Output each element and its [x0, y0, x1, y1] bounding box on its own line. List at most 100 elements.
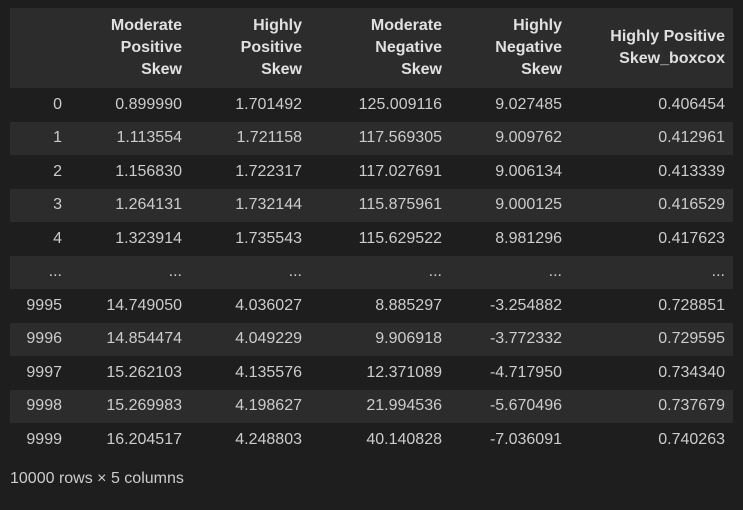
table-row: 9998 15.269983 4.198627 21.994536 -5.670496 0…: [10, 389, 733, 423]
table-cell: 117.027691: [358, 162, 442, 180]
table-cell: 1.732144: [235, 196, 302, 214]
column-header-moderate-positive-skew: Moderate Positive Skew: [70, 8, 190, 88]
table-cell: ...: [548, 263, 562, 280]
row-index: 9997: [26, 363, 62, 381]
table-cell: 40.140828: [366, 430, 442, 448]
table-cell: 9.027485: [495, 95, 562, 113]
table-cell: 4.135576: [235, 363, 302, 381]
table-cell: 21.994536: [366, 397, 442, 415]
header-line: Skew: [261, 61, 302, 78]
table-cell: 4.248803: [235, 430, 302, 448]
column-header-highly-positive-skew: Highly Positive Skew: [190, 8, 310, 88]
header-row: Moderate Positive Skew Highly Positive S…: [10, 8, 733, 88]
table-row: 9995 14.749050 4.036027 8.885297 -3.254882 0.…: [10, 289, 733, 323]
table-cell: 115.629522: [358, 229, 442, 247]
row-index: 1: [53, 129, 62, 147]
header-line: Highly: [513, 17, 562, 34]
header-line: Positive: [240, 39, 302, 56]
table-cell: -5.670496: [489, 397, 562, 415]
table-cell: 1.721158: [236, 129, 302, 147]
table-row: 0 0.899990 1.701492 125.009116 9.027485 0.406…: [10, 88, 733, 122]
table-cell: 125.009116: [358, 95, 442, 113]
table-row: 9996 14.854474 4.049229 9.906918 -3.772332 0.…: [10, 322, 733, 356]
table-cell: 0.729595: [658, 330, 725, 348]
table-cell: 0.412961: [658, 129, 725, 147]
table-body: 0 0.899990 1.701492 125.009116 9.027485 0.406…: [10, 88, 733, 457]
table-cell: 9.006134: [495, 162, 562, 180]
header-line: Negative: [495, 39, 562, 56]
table-cell: -3.772332: [489, 330, 562, 348]
table-cell: -7.036091: [489, 430, 562, 448]
table-cell: 4.198627: [235, 397, 302, 415]
row-index: 9998: [26, 397, 62, 415]
table-cell: 15.262103: [106, 363, 182, 381]
table-cell: ...: [428, 263, 442, 280]
index-header: [10, 8, 70, 88]
row-count-summary: 10000 rows × 5 columns: [10, 470, 184, 487]
table-cell: 14.749050: [106, 296, 182, 314]
table-cell: 0.406454: [658, 95, 725, 113]
header-line: Moderate: [370, 17, 442, 34]
dataframe-table: Moderate Positive Skew Highly Positive S…: [10, 8, 733, 457]
header-line: Moderate: [110, 17, 182, 34]
table-cell: 9.009762: [495, 129, 562, 147]
row-index: ...: [48, 263, 62, 280]
table-row: 4 1.323914 1.735543 115.629522 8.981296 0.417…: [10, 222, 733, 256]
row-index: 4: [53, 229, 62, 247]
table-cell: 8.981296: [495, 229, 562, 247]
header-line: Negative: [375, 39, 442, 56]
header-line: Skew_boxcox: [619, 50, 725, 67]
table-cell: 14.854474: [106, 330, 182, 348]
table-cell: ...: [711, 263, 725, 280]
table-cell: -4.717950: [489, 363, 562, 381]
table-cell: 115.875961: [358, 196, 442, 214]
table-cell: 4.036027: [235, 296, 302, 314]
table-cell: 0.417623: [658, 229, 725, 247]
table-cell: 8.885297: [375, 296, 442, 314]
table-cell: 117.569305: [358, 129, 442, 147]
table-cell: ...: [288, 263, 302, 280]
row-index: 3: [53, 196, 62, 214]
row-index: 0: [53, 95, 62, 113]
table-cell: -3.254882: [489, 296, 562, 314]
header-line: Highly Positive: [610, 28, 725, 45]
table-cell: 15.269983: [106, 397, 182, 415]
ellipsis-row: ..................: [10, 255, 733, 289]
table-cell: 0.413339: [658, 162, 725, 180]
row-index: 9996: [26, 330, 62, 348]
table-row: 9997 15.262103 4.135576 12.371089 -4.717950 0…: [10, 356, 733, 390]
table-cell: 0.416529: [658, 196, 725, 214]
table-cell: 1.735543: [235, 229, 302, 247]
table-row: 3 1.264131 1.732144 115.875961 9.000125 0.416…: [10, 188, 733, 222]
header-line: Highly: [253, 17, 302, 34]
table-cell: 9.000125: [495, 196, 562, 214]
table-cell: 0.737679: [658, 397, 725, 415]
header-line: Positive: [120, 39, 182, 56]
header-line: Skew: [141, 61, 182, 78]
table-row: 9999 16.204517 4.248803 40.140828 -7.036091 0…: [10, 423, 733, 457]
column-header-moderate-negative-skew: Moderate Negative Skew: [310, 8, 450, 88]
table-header: Moderate Positive Skew Highly Positive S…: [10, 8, 733, 88]
table-cell: ...: [168, 263, 182, 280]
table-cell: 12.371089: [366, 363, 442, 381]
table-row: 2 1.156830 1.722317 117.027691 9.006134 0.413…: [10, 155, 733, 189]
table-cell: 1.264131: [115, 196, 182, 214]
table-cell: 0.740263: [658, 430, 725, 448]
table-cell: 0.899990: [115, 95, 182, 113]
table-cell: 4.049229: [235, 330, 302, 348]
row-index: 2: [53, 162, 62, 180]
row-index: 9995: [26, 296, 62, 314]
table-cell: 1.113554: [116, 129, 182, 147]
table-cell: 0.734340: [658, 363, 725, 381]
header-line: Skew: [401, 61, 442, 78]
table-cell: 0.728851: [658, 296, 725, 314]
column-header-highly-negative-skew: Highly Negative Skew: [450, 8, 570, 88]
table-cell: 1.156830: [115, 162, 182, 180]
header-line: Skew: [521, 61, 562, 78]
table-cell: 16.204517: [106, 430, 182, 448]
table-cell: 1.722317: [235, 162, 302, 180]
table-cell: 1.323914: [115, 229, 182, 247]
table-cell: 9.906918: [375, 330, 442, 348]
row-index: 9999: [26, 430, 62, 448]
